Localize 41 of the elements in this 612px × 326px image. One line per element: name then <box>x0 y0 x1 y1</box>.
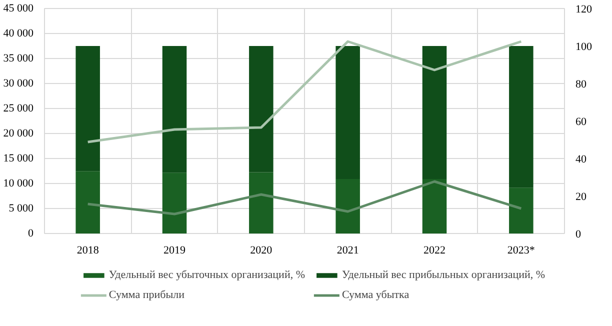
y2-tick-label: 0 <box>576 228 582 240</box>
y2-tick-label: 100 <box>576 41 592 53</box>
y-tick-label: 40 000 <box>3 28 34 40</box>
x-tick-label: 2018 <box>76 244 100 256</box>
x-tick-label: 2020 <box>250 244 273 256</box>
bar <box>336 178 360 234</box>
bar <box>336 46 360 179</box>
y-tick-label: 35 000 <box>3 52 34 64</box>
bar <box>76 171 100 234</box>
bar <box>249 46 274 172</box>
y2-tick-label: 40 <box>576 154 587 166</box>
line-series <box>86 40 522 144</box>
y2-tick-label: 80 <box>576 78 587 90</box>
legend-label: Сумма убытка <box>342 289 410 301</box>
x-tick-label: 2022 <box>424 244 446 256</box>
y-tick-label: 30 000 <box>3 78 34 90</box>
y-tick-label: 10 000 <box>3 178 34 190</box>
y-tick-label: 0 <box>28 228 34 240</box>
x-tick-label: 2023* <box>507 244 535 256</box>
bar <box>422 178 447 234</box>
legend-label: Сумма прибыли <box>108 289 184 301</box>
y2-tick-label: 120 <box>576 4 592 16</box>
y2-tick-label: 20 <box>576 191 587 203</box>
bar <box>509 46 534 188</box>
bar <box>422 46 447 179</box>
y-tick-label: 15 000 <box>3 152 34 164</box>
line-series <box>86 180 522 216</box>
y-tick-label: 5 000 <box>8 202 34 214</box>
bar <box>76 46 100 172</box>
y-tick-label: 20 000 <box>3 128 34 140</box>
bar <box>249 172 274 234</box>
bar <box>162 172 187 234</box>
y2-tick-label: 60 <box>576 116 587 128</box>
legend-label: Удельный вес убыточных организаций, % <box>108 269 305 281</box>
legend-label: Удельный вес прибыльных организаций, % <box>342 269 546 281</box>
bar <box>509 188 534 234</box>
x-tick-label: 2021 <box>336 244 359 256</box>
x-tick-label: 2019 <box>164 244 186 256</box>
bar <box>162 46 187 173</box>
y-tick-label: 45 000 <box>3 2 34 14</box>
y-tick-label: 25 000 <box>3 102 34 114</box>
